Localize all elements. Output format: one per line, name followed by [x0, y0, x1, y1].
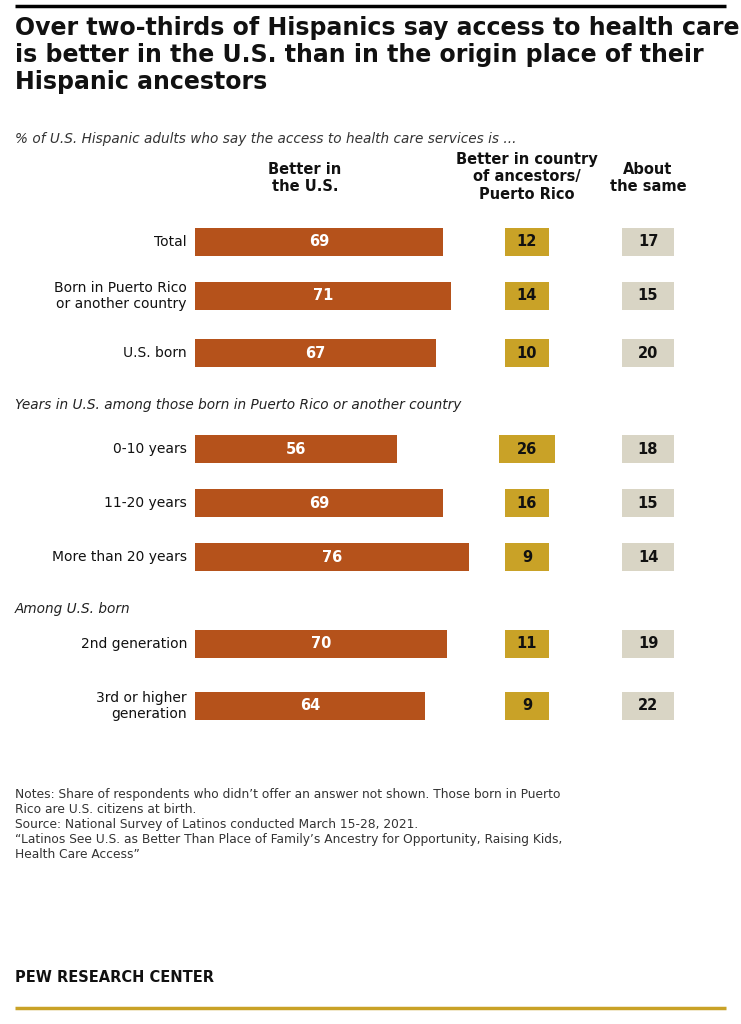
Bar	[622, 692, 674, 720]
Text: Born in Puerto Rico
or another country: Born in Puerto Rico or another country	[54, 281, 187, 311]
Bar	[622, 543, 674, 571]
Text: 64: 64	[300, 698, 320, 714]
Bar	[505, 630, 549, 658]
Text: 26: 26	[517, 441, 537, 457]
Text: 14: 14	[638, 550, 658, 564]
Text: PEW RESEARCH CENTER: PEW RESEARCH CENTER	[15, 970, 214, 985]
Text: 2nd generation: 2nd generation	[81, 637, 187, 651]
Text: 15: 15	[638, 289, 658, 303]
Bar	[505, 228, 549, 256]
Text: 10: 10	[516, 345, 537, 360]
Bar	[195, 489, 443, 517]
Text: 67: 67	[305, 345, 326, 360]
Text: 70: 70	[310, 637, 331, 651]
Bar	[195, 228, 443, 256]
Text: 14: 14	[516, 289, 537, 303]
Text: 76: 76	[322, 550, 342, 564]
Text: “Latinos See U.S. as Better Than Place of Family’s Ancestry for Opportunity, Rai: “Latinos See U.S. as Better Than Place o…	[15, 833, 562, 846]
Bar	[622, 228, 674, 256]
Bar	[505, 489, 549, 517]
Text: Among U.S. born: Among U.S. born	[15, 602, 130, 616]
Text: 16: 16	[516, 496, 537, 511]
Text: 20: 20	[638, 345, 658, 360]
Text: Total: Total	[154, 234, 187, 249]
Bar	[622, 630, 674, 658]
Text: 11: 11	[516, 637, 537, 651]
Bar	[505, 543, 549, 571]
Text: 22: 22	[638, 698, 658, 714]
Text: Source: National Survey of Latinos conducted March 15-28, 2021.: Source: National Survey of Latinos condu…	[15, 818, 418, 831]
Text: 19: 19	[638, 637, 658, 651]
Text: 69: 69	[309, 496, 329, 511]
Text: 71: 71	[313, 289, 333, 303]
Text: U.S. born: U.S. born	[123, 346, 187, 360]
Bar	[499, 435, 555, 463]
Text: 17: 17	[638, 234, 658, 250]
Text: Years in U.S. among those born in Puerto Rico or another country: Years in U.S. among those born in Puerto…	[15, 398, 462, 412]
Text: Notes: Share of respondents who didn’t offer an answer not shown. Those born in : Notes: Share of respondents who didn’t o…	[15, 788, 560, 801]
Bar	[505, 282, 549, 310]
Text: 3rd or higher
generation: 3rd or higher generation	[96, 691, 187, 721]
Text: 69: 69	[309, 234, 329, 250]
Text: 56: 56	[285, 441, 306, 457]
Text: Better in
the U.S.: Better in the U.S.	[268, 162, 342, 195]
Text: 15: 15	[638, 496, 658, 511]
Text: 11-20 years: 11-20 years	[104, 496, 187, 510]
Text: 12: 12	[516, 234, 537, 250]
Bar	[622, 339, 674, 367]
Text: More than 20 years: More than 20 years	[52, 550, 187, 564]
Text: 0-10 years: 0-10 years	[113, 442, 187, 456]
Bar	[195, 543, 468, 571]
Bar	[195, 282, 451, 310]
Text: 18: 18	[638, 441, 658, 457]
Text: Better in country
of ancestors/
Puerto Rico: Better in country of ancestors/ Puerto R…	[456, 152, 598, 202]
Bar	[505, 692, 549, 720]
Text: Health Care Access”: Health Care Access”	[15, 848, 140, 861]
Bar	[195, 339, 436, 367]
Text: % of U.S. Hispanic adults who say the access to health care services is ...: % of U.S. Hispanic adults who say the ac…	[15, 132, 516, 146]
Bar	[622, 282, 674, 310]
Bar	[195, 692, 425, 720]
Bar	[622, 489, 674, 517]
Text: 9: 9	[522, 550, 532, 564]
Bar	[195, 630, 447, 658]
Text: About
the same: About the same	[610, 162, 686, 195]
Bar	[622, 435, 674, 463]
Text: Over two-thirds of Hispanics say access to health care
is better in the U.S. tha: Over two-thirds of Hispanics say access …	[15, 16, 740, 94]
Text: 9: 9	[522, 698, 532, 714]
Text: Rico are U.S. citizens at birth.: Rico are U.S. citizens at birth.	[15, 803, 196, 816]
Bar	[195, 435, 396, 463]
Bar	[505, 339, 549, 367]
